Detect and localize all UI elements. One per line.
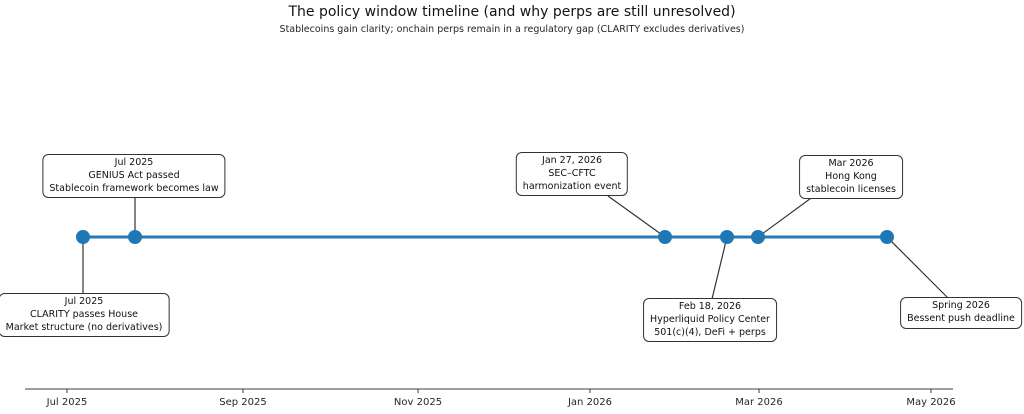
x-axis-tick-label: Nov 2025 [394,397,442,408]
x-axis-tick-label: Sep 2025 [219,397,266,408]
annotation-line: Hyperliquid Policy Center [650,313,770,325]
annotation-bessent-deadline: Spring 2026 Bessent push deadline [900,297,1022,329]
timeline-event-dot-genius-act [128,230,142,244]
x-axis-tick-label: Jan 2026 [567,397,612,408]
annotation-leader-line [711,236,728,300]
timeline-event-dot-hong-kong-licenses [751,230,765,244]
timeline-event-dot-bessent-push-deadline [880,230,894,244]
annotation-leader-line [607,195,666,238]
annotation-hong-kong: Mar 2026 Hong Kong stablecoin licenses [799,155,903,200]
annotation-leader-line [886,236,949,299]
chart-title: The policy window timeline (and why perp… [288,4,736,20]
annotation-line: Feb 18, 2026 [678,301,742,312]
annotation-line: harmonization event [522,180,622,192]
annotation-line: Stablecoin framework becomes law [49,182,219,194]
annotation-sec-cftc: Jan 27, 2026 SEC–CFTC harmonization even… [515,152,629,197]
chart-subtitle: Stablecoins gain clarity; onchain perps … [279,24,745,35]
annotation-line: Jan 27, 2026 [542,155,602,166]
annotation-line: CLARITY passes House [29,308,138,320]
annotation-leader-line [757,192,819,238]
x-axis-tick-label: May 2026 [906,397,955,408]
annotation-line: Jul 2025 [114,157,154,168]
annotation-line: 501(c)(4), DeFi + perps [654,326,766,338]
annotation-line: Spring 2026 [932,300,990,311]
annotation-line: Market structure (no derivatives) [5,321,163,333]
annotation-line: Hong Kong [825,170,877,182]
annotation-line: GENIUS Act passed [88,169,180,181]
annotation-line: Jul 2025 [64,296,104,307]
x-axis-tick-label: Jul 2025 [46,397,88,408]
annotation-genius-act: Jul 2025 GENIUS Act passed Stablecoin fr… [42,154,226,199]
annotation-line: Mar 2026 [828,158,874,169]
x-axis-tick-label: Mar 2026 [735,397,783,408]
annotation-line: Bessent push deadline [907,312,1015,324]
timeline-event-dot-sec-cftc-harmonization [658,230,672,244]
annotation-line: stablecoin licenses [806,183,896,195]
annotation-line: SEC–CFTC [548,167,596,179]
annotation-clarity-house: Jul 2025 CLARITY passes House Market str… [0,293,170,338]
timeline-event-dot-hyperliquid-policy-center [720,230,734,244]
timeline-event-dot-clarity-house [76,230,90,244]
annotation-hyperliquid: Feb 18, 2026 Hyperliquid Policy Center 5… [643,298,777,343]
